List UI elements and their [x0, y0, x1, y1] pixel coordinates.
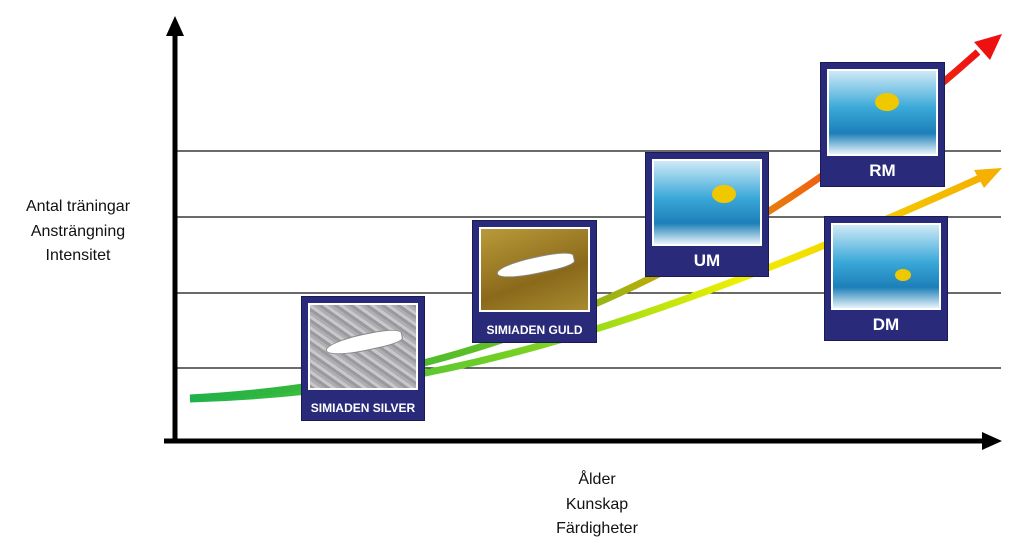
x-axis-label: Ålder Kunskap Färdigheter [527, 468, 667, 542]
card-rm: RM [820, 62, 945, 187]
x-axis-label-line: Färdigheter [556, 520, 638, 537]
x-axis-label-line: Ålder [578, 471, 616, 488]
card-label: SIMIADEN GULD [486, 323, 583, 337]
x-axis-label-line: Kunskap [565, 495, 629, 513]
card-label: RM [869, 161, 896, 180]
card-label: DM [872, 315, 900, 334]
y-axis-label-line: Ansträngning [30, 222, 126, 240]
card-label: SIMIADEN SILVER [310, 401, 416, 415]
card-simiaden-guld: SIMIADEN GULD [472, 220, 597, 343]
arrowhead-lower [974, 168, 1002, 188]
arrowhead-upper [974, 34, 1002, 60]
swimmer-photo-icon [827, 69, 938, 156]
y-axis [166, 16, 184, 443]
swimmer-gold-icon [479, 227, 590, 312]
card-dm: DM [824, 216, 948, 341]
card-um: UM [645, 152, 769, 277]
card-label: UM [693, 251, 721, 270]
swimmer-silver-icon [308, 303, 418, 390]
y-axis-label-line: Intensitet [45, 247, 111, 264]
swimmer-photo-icon [831, 223, 941, 310]
y-axis-label: Antal träningar Ansträngning Intensitet [8, 195, 148, 269]
swimmer-photo-icon [652, 159, 762, 246]
y-axis-label-line: Antal träningar [25, 198, 131, 215]
x-axis [164, 432, 1002, 450]
card-simiaden-silver: SIMIADEN SILVER [301, 296, 425, 421]
